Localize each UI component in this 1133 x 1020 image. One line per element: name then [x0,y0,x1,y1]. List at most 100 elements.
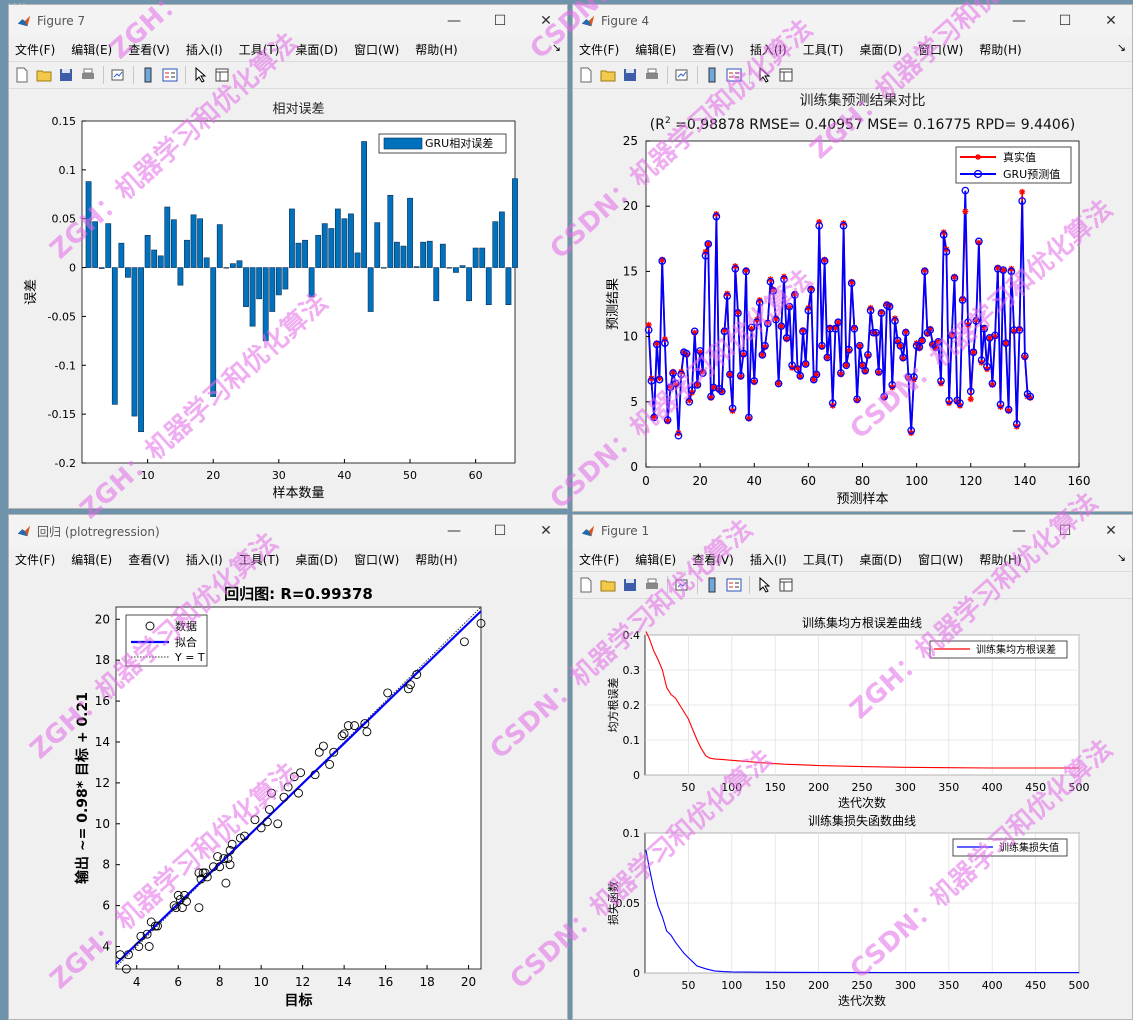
property-editor-icon[interactable] [777,576,795,594]
bar [138,267,144,433]
print-icon[interactable] [643,66,661,84]
menu-item[interactable]: 窗口(W) [354,552,400,567]
x-tick-label: 250 [852,979,873,992]
minimize-button[interactable]: — [447,523,461,539]
maximize-button[interactable]: ☐ [493,13,507,29]
menu-item[interactable]: 编辑(E) [635,42,677,57]
predicted-value-marker [799,327,807,336]
window-title-bar[interactable]: Figure 7 — ☐ ✕ [9,5,567,37]
menu-item[interactable]: 文件(F) [15,552,56,567]
bar [453,267,459,273]
open-icon[interactable] [599,66,617,84]
y-tick-label: 0.1 [623,734,641,747]
menu-item[interactable]: 窗口(W) [918,42,964,57]
menu-item[interactable]: 插入(I) [749,42,787,57]
legend-icon[interactable] [725,576,743,594]
menu-item[interactable]: 查看(V) [128,552,170,567]
save-icon[interactable] [57,66,75,84]
legend-icon[interactable] [161,66,179,84]
menu-item[interactable]: 桌面(D) [295,42,339,57]
open-icon[interactable] [35,66,53,84]
menu-item[interactable]: 工具(T) [802,552,844,567]
link-plot-icon[interactable] [673,66,691,84]
menu-item[interactable]: 工具(T) [238,42,280,57]
menu-item[interactable]: 窗口(W) [918,552,964,567]
close-button[interactable]: ✕ [540,13,552,29]
save-icon[interactable] [621,576,639,594]
minimize-button[interactable]: — [1012,13,1026,29]
menu-item[interactable]: 工具(T) [238,552,280,567]
menu-item[interactable]: 文件(F) [579,552,620,567]
new-icon[interactable] [577,66,595,84]
menu-item[interactable]: 工具(T) [802,42,844,57]
menu-item[interactable]: 编辑(E) [71,552,113,567]
print-icon[interactable] [79,66,97,84]
menu-item[interactable]: 帮助(H) [415,552,458,567]
menu-item[interactable]: 窗口(W) [354,42,400,57]
close-button[interactable]: ✕ [540,523,552,539]
menu-item[interactable]: 查看(V) [692,552,734,567]
predicted-value-marker [945,396,953,405]
legend-icon[interactable] [725,66,743,84]
property-editor-icon[interactable] [777,66,795,84]
menu-item[interactable]: 编辑(E) [635,552,677,567]
close-button[interactable]: ✕ [1105,13,1117,29]
menu-item[interactable]: 帮助(H) [979,552,1022,567]
true-value-marker [948,332,955,339]
toolbar-toggle-icon[interactable]: ↘ [1116,551,1126,564]
colorbar-icon[interactable] [139,66,157,84]
predicted-value-marker [891,317,899,325]
menu-item[interactable]: 查看(V) [128,42,170,57]
toolbar-toggle-icon[interactable]: ↘ [1116,41,1126,54]
arrow-icon[interactable] [755,576,773,594]
menu-item[interactable]: 插入(I) [185,42,223,57]
new-icon[interactable] [577,576,595,594]
true-value-marker [962,208,969,215]
link-plot-icon[interactable] [109,66,127,84]
window-title: 回归 (plotregression) [37,524,160,539]
menu-item[interactable]: 插入(I) [185,552,223,567]
bar [295,242,302,268]
minimize-button[interactable]: — [1012,523,1026,539]
link-plot-icon[interactable] [673,576,691,594]
colorbar-icon[interactable] [703,576,721,594]
legend-label: Y = T [174,651,205,664]
menu-item[interactable]: 桌面(D) [859,42,903,57]
menu-item[interactable]: 编辑(E) [71,42,113,57]
predicted-value-marker [736,371,745,380]
print-icon[interactable] [643,576,661,594]
open-icon[interactable] [599,576,617,594]
menu-item[interactable]: 桌面(D) [859,552,903,567]
figure-toolbar [573,571,1132,599]
arrow-icon[interactable] [755,66,773,84]
maximize-button[interactable]: ☐ [1058,523,1072,539]
predicted-value-marker [869,328,878,337]
close-button[interactable]: ✕ [1105,523,1117,539]
arrow-icon[interactable] [191,66,209,84]
y-tick-label: 12 [95,776,110,790]
menu-item[interactable]: 查看(V) [692,42,734,57]
maximize-button[interactable]: ☐ [1058,13,1072,29]
predicted-value-marker [661,339,669,347]
menu-item[interactable]: 帮助(H) [415,42,458,57]
menu-item[interactable]: 桌面(D) [295,552,339,567]
menu-item[interactable]: 插入(I) [749,552,787,567]
menu-item[interactable]: 文件(F) [579,42,620,57]
menu-item[interactable]: 帮助(H) [979,42,1022,57]
minimize-button[interactable]: — [447,13,461,29]
predicted-value-marker [712,212,721,221]
toolbar-toggle-icon[interactable]: ↘ [551,41,561,54]
maximize-button[interactable]: ☐ [493,523,507,539]
window-title-bar[interactable]: 回归 (plotregression) — ☐ ✕ [9,515,567,547]
property-editor-icon[interactable] [213,66,231,84]
bar [328,228,335,268]
new-icon[interactable] [13,66,31,84]
window-title-bar[interactable]: Figure 4 — ☐ ✕ [573,5,1132,37]
window-title-bar[interactable]: Figure 1 — ☐ ✕ [573,515,1132,547]
predicted-value-marker [766,277,775,286]
predicted-value-marker [674,431,683,440]
save-icon[interactable] [621,66,639,84]
menu-item[interactable]: 文件(F) [15,42,56,57]
true-value-marker [707,394,714,401]
colorbar-icon[interactable] [703,66,721,84]
